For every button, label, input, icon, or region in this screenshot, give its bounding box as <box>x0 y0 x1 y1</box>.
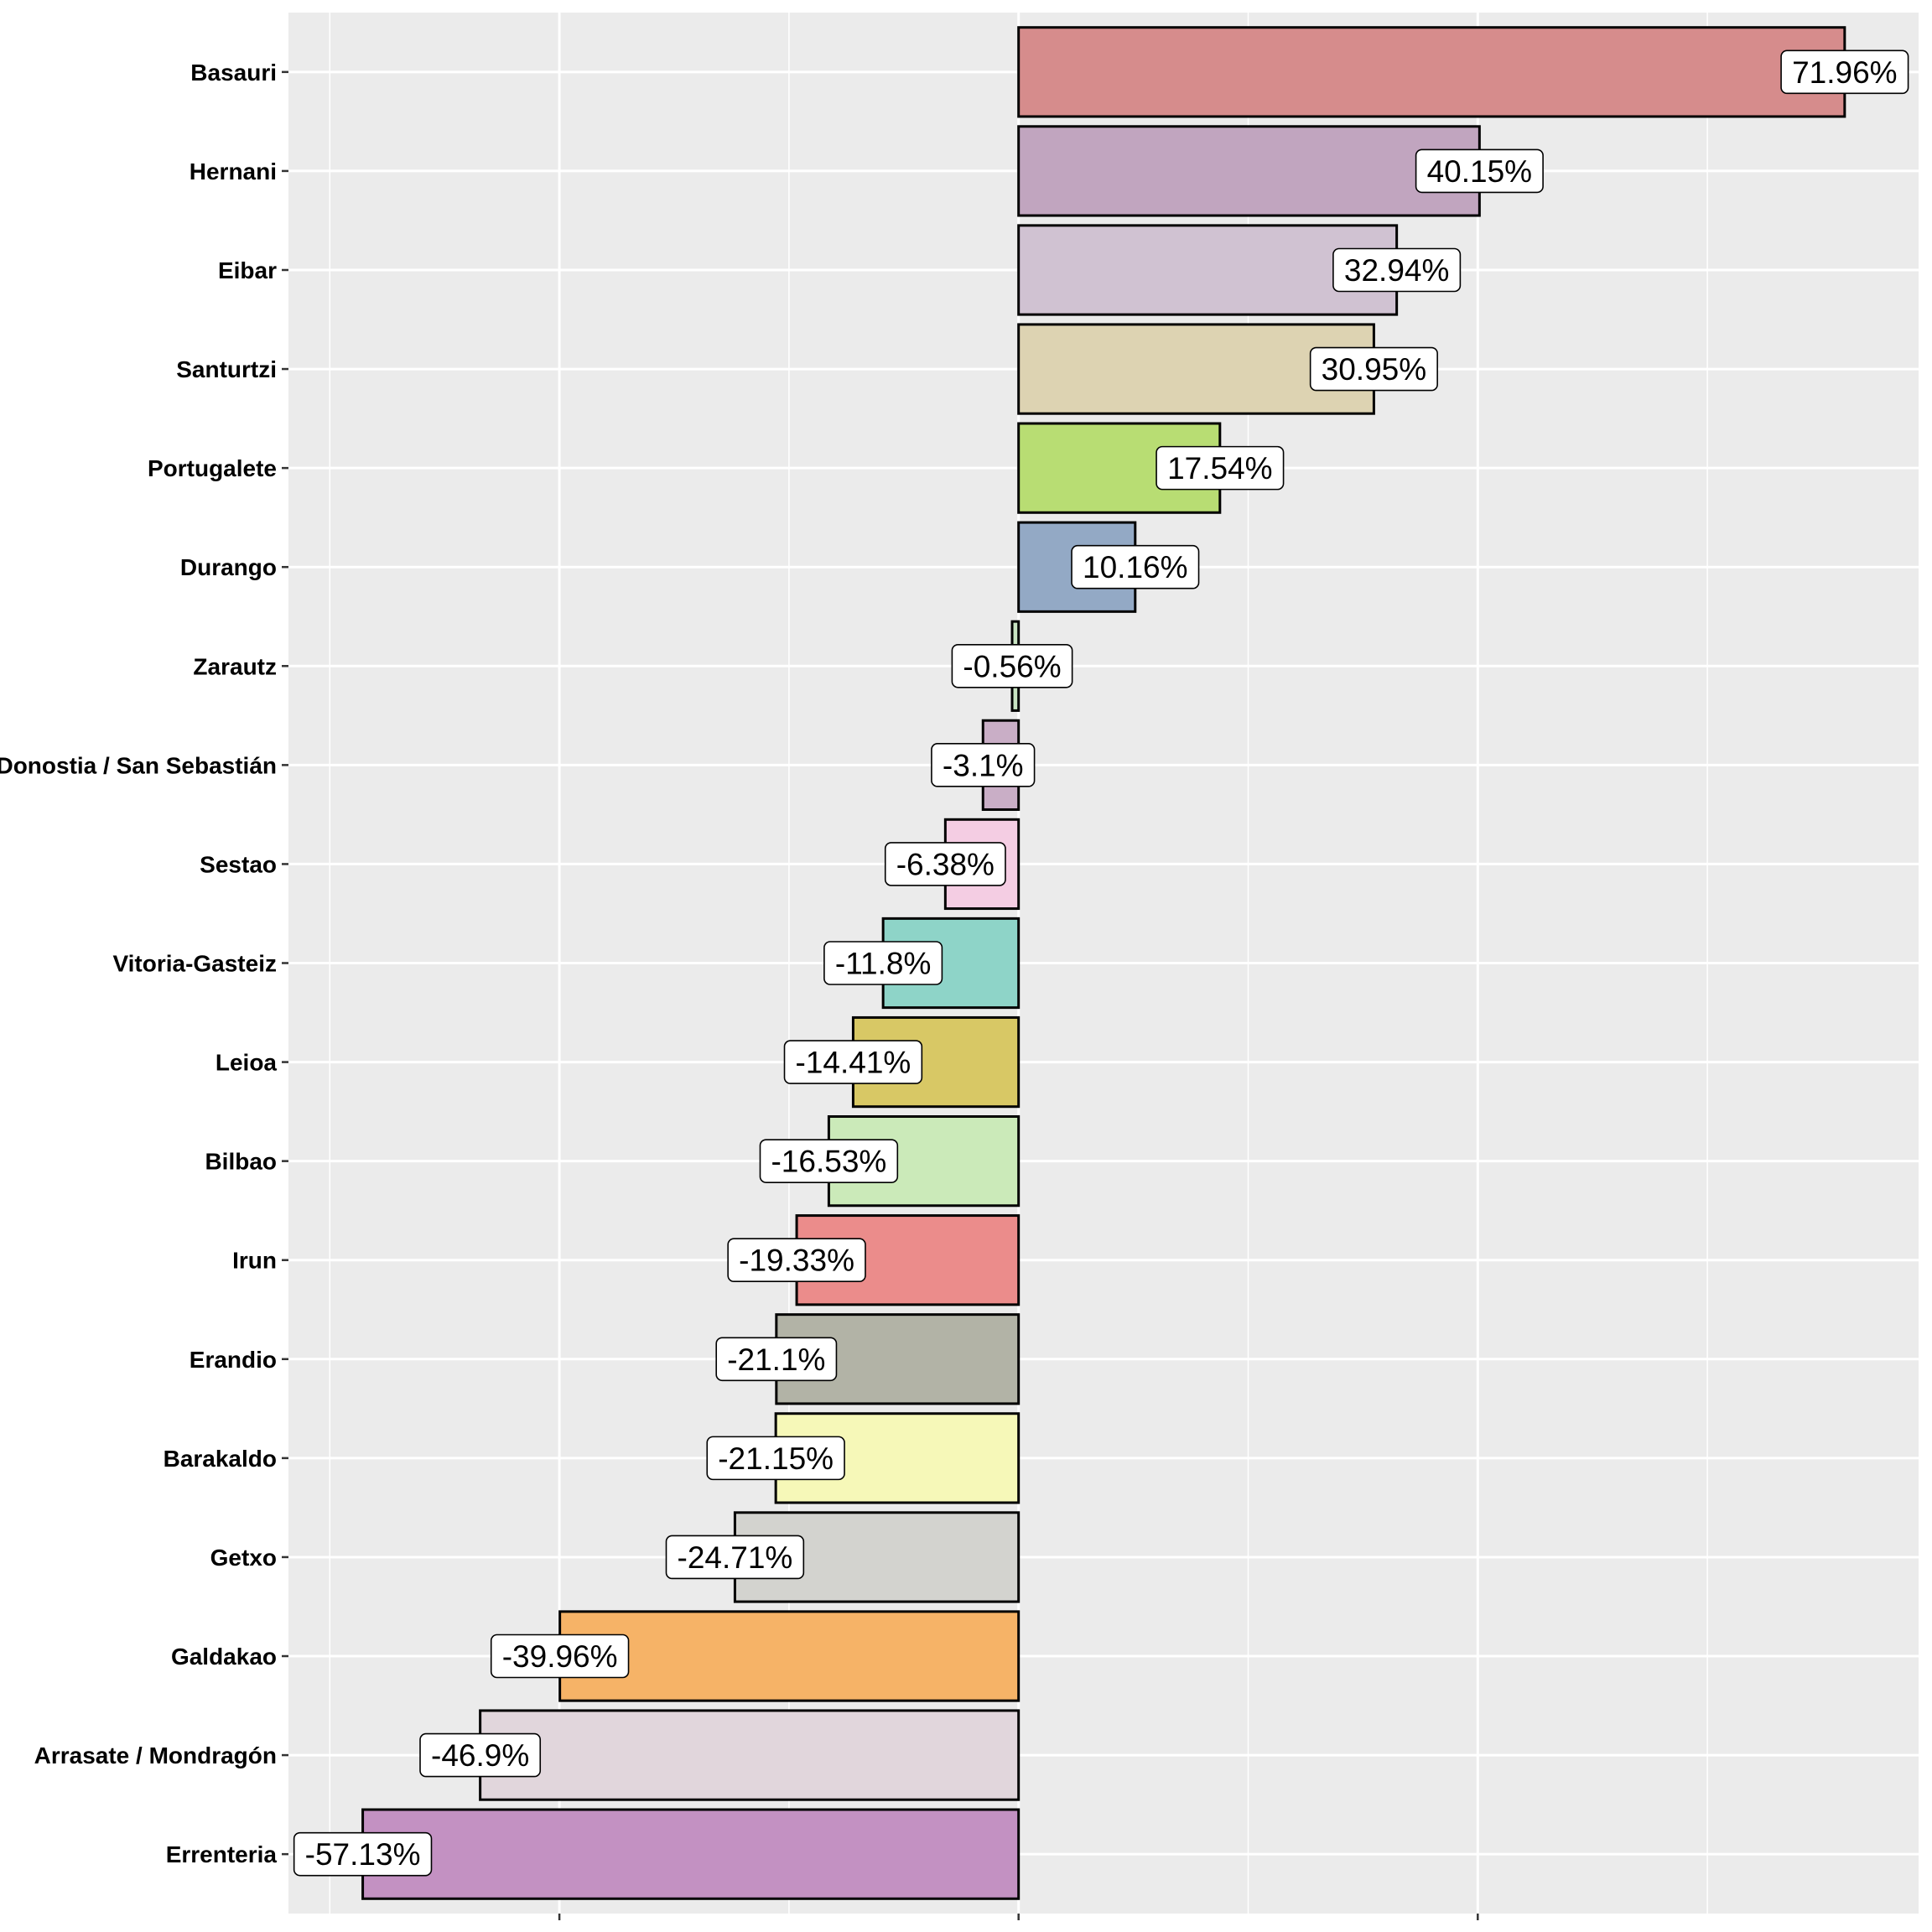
y-axis: Basauri Hernani Eibar Santurtzi Portugalete D… <box>0 60 288 1867</box>
value-label-text: -16.53% <box>771 1145 886 1179</box>
value-label: 71.96% <box>1780 49 1909 95</box>
y-tick-label: Erandio <box>190 1347 277 1373</box>
value-label-text: -3.1% <box>943 748 1024 782</box>
value-label: 32.94% <box>1332 247 1462 293</box>
value-label-box <box>706 1436 845 1481</box>
value-label: 30.95% <box>1309 346 1438 392</box>
value-label-box <box>1332 247 1462 293</box>
value-label: -16.53% <box>759 1139 899 1183</box>
y-tick-label: Eibar <box>218 257 277 283</box>
value-label-box <box>759 1139 899 1183</box>
bar-hernani <box>1017 125 1481 217</box>
value-label-text: -57.13% <box>305 1837 421 1872</box>
bar-arrasate-mondrag-n <box>479 1709 1021 1801</box>
value-label-box <box>419 1732 542 1778</box>
value-label-text: 30.95% <box>1322 352 1427 387</box>
value-label: -24.71% <box>665 1535 805 1580</box>
value-label-box <box>1780 49 1909 95</box>
bar-galdakao <box>558 1610 1021 1702</box>
value-label-text: -21.15% <box>718 1441 834 1476</box>
value-label-box <box>1156 445 1285 491</box>
value-label: -21.15% <box>706 1436 845 1481</box>
value-label: -3.1% <box>931 743 1036 787</box>
value-label-box <box>1415 148 1544 194</box>
y-tick-label: Irun <box>232 1248 277 1274</box>
y-tick-label: Basauri <box>190 60 277 86</box>
value-label-text: -19.33% <box>739 1244 854 1278</box>
value-label-text: -11.8% <box>835 947 932 981</box>
value-label-box <box>490 1633 630 1679</box>
value-label: 10.16% <box>1071 544 1200 589</box>
value-label-text: 17.54% <box>1167 451 1273 486</box>
y-tick-label: Getxo <box>210 1545 277 1571</box>
y-tick-label: Hernani <box>190 158 277 184</box>
value-label: 40.15% <box>1415 148 1544 194</box>
y-tick-label: Zarautz <box>193 653 277 679</box>
y-tick-label: Sestao <box>200 851 277 877</box>
value-label-box <box>823 941 943 985</box>
value-label: -21.1% <box>715 1337 838 1382</box>
value-label-text: -21.1% <box>727 1343 825 1377</box>
value-label-text: -0.56% <box>963 649 1061 683</box>
y-tick-label: Galdakao <box>171 1644 277 1670</box>
value-label-text: -39.96% <box>502 1639 618 1674</box>
x-axis <box>558 1914 1479 1920</box>
bar-basauri <box>1017 26 1846 118</box>
y-tick-label: Arrasate / Mondragón <box>34 1742 277 1768</box>
value-label-box <box>884 842 1006 886</box>
y-tick-label: Donostia / San Sebastián <box>0 752 277 778</box>
y-tick-label: Barakaldo <box>164 1446 277 1472</box>
value-label-text: 10.16% <box>1083 550 1188 584</box>
y-tick-label: Durango <box>180 554 277 580</box>
y-tick-label: Bilbao <box>205 1149 277 1175</box>
value-label-box <box>665 1535 805 1580</box>
value-label-text: 32.94% <box>1344 253 1450 288</box>
value-label: -19.33% <box>727 1238 866 1283</box>
value-label: 17.54% <box>1156 445 1285 491</box>
bar-portugalete <box>1017 422 1222 514</box>
value-label-text: -6.38% <box>896 847 995 881</box>
y-tick-label: Vitoria-Gasteiz <box>112 951 277 977</box>
value-label: -0.56% <box>951 643 1073 688</box>
y-tick-label: Errenteria <box>166 1841 278 1867</box>
value-label: -46.9% <box>419 1732 542 1778</box>
value-label: -6.38% <box>884 842 1006 886</box>
value-label-box <box>293 1831 433 1877</box>
value-label-box <box>951 643 1073 688</box>
y-tick-label: Leioa <box>216 1050 278 1076</box>
value-label: -11.8% <box>823 941 943 985</box>
value-label: -57.13% <box>293 1831 433 1877</box>
y-tick-label: Santurtzi <box>176 356 277 382</box>
value-label-text: -46.9% <box>431 1738 529 1773</box>
y-tick-label: Portugalete <box>148 455 277 481</box>
value-label-box <box>1309 346 1438 392</box>
value-label-box <box>931 743 1036 787</box>
value-label-box <box>783 1040 923 1084</box>
value-label-box <box>715 1337 838 1382</box>
value-label-text: -24.71% <box>678 1540 793 1575</box>
value-label-box <box>1071 544 1200 589</box>
value-label: -14.41% <box>783 1040 923 1084</box>
value-label-text: 71.96% <box>1792 55 1898 90</box>
value-labels: 71.96% 40.15% 32.94% 30.95% 17.54% 10.16% -0.5… <box>293 49 1909 1877</box>
value-label-text: -14.41% <box>796 1046 911 1080</box>
bar-errenteria <box>361 1808 1021 1900</box>
value-label: -39.96% <box>490 1633 630 1679</box>
value-label-text: 40.15% <box>1427 154 1533 189</box>
value-label-box <box>727 1238 866 1283</box>
